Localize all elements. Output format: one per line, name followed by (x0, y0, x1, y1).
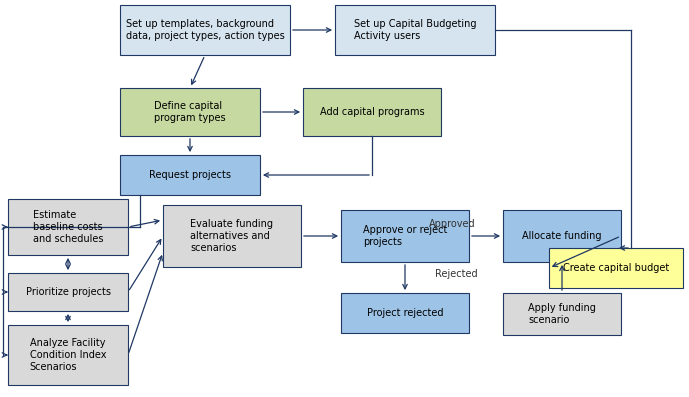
Text: Define capital
program types: Define capital program types (154, 101, 226, 123)
FancyBboxPatch shape (503, 293, 621, 335)
FancyBboxPatch shape (120, 5, 290, 55)
FancyBboxPatch shape (335, 5, 495, 55)
Text: Prioritize projects: Prioritize projects (25, 287, 110, 297)
FancyBboxPatch shape (503, 210, 621, 262)
FancyBboxPatch shape (8, 325, 128, 385)
Text: Allocate funding: Allocate funding (522, 231, 601, 241)
FancyBboxPatch shape (341, 293, 469, 333)
Text: Project rejected: Project rejected (367, 308, 443, 318)
FancyBboxPatch shape (549, 248, 683, 288)
FancyBboxPatch shape (120, 88, 260, 136)
FancyBboxPatch shape (8, 273, 128, 311)
Text: Set up templates, background
data, project types, action types: Set up templates, background data, proje… (125, 19, 285, 41)
FancyBboxPatch shape (8, 199, 128, 255)
Text: Approve or reject
projects: Approve or reject projects (363, 225, 447, 247)
Text: Apply funding
scenario: Apply funding scenario (528, 303, 596, 325)
Text: Estimate
baseline costs
and schedules: Estimate baseline costs and schedules (33, 210, 103, 244)
Text: Add capital programs: Add capital programs (320, 107, 424, 117)
Text: Create capital budget: Create capital budget (563, 263, 669, 273)
Text: Request projects: Request projects (149, 170, 231, 180)
Text: Evaluate funding
alternatives and
scenarios: Evaluate funding alternatives and scenar… (190, 220, 274, 252)
Text: Rejected: Rejected (435, 269, 477, 279)
FancyBboxPatch shape (303, 88, 441, 136)
Text: Approved: Approved (429, 219, 475, 229)
Text: Analyze Facility
Condition Index
Scenarios: Analyze Facility Condition Index Scenari… (30, 338, 106, 372)
FancyBboxPatch shape (163, 205, 301, 267)
FancyBboxPatch shape (120, 155, 260, 195)
Text: Set up Capital Budgeting
Activity users: Set up Capital Budgeting Activity users (353, 19, 476, 41)
FancyBboxPatch shape (341, 210, 469, 262)
